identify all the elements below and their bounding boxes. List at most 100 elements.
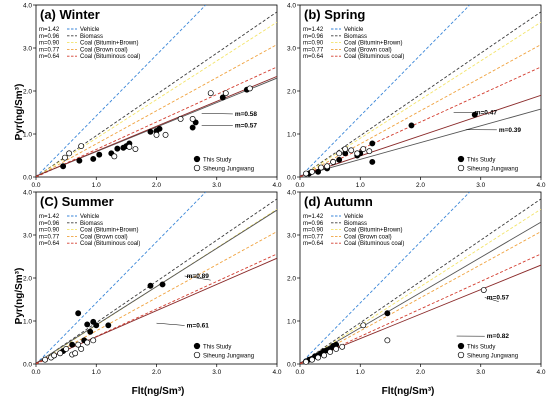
fit-line-this-study bbox=[300, 108, 541, 177]
point-siheung-jungwang bbox=[72, 350, 79, 357]
panel-title: (a) Winter bbox=[40, 7, 100, 22]
legend-slope-value: m=0.64 bbox=[303, 241, 324, 247]
annotation-arrow bbox=[201, 113, 233, 115]
x-tick-label: 3.0 bbox=[476, 369, 485, 376]
slope-annotation: m=0.57 bbox=[487, 295, 510, 302]
legend-slope-value: m=0.90 bbox=[303, 228, 324, 234]
slope-annotation: m=0.57 bbox=[235, 123, 258, 130]
reference-line-biomass bbox=[36, 11, 277, 177]
x-tick-label: 2.0 bbox=[152, 182, 161, 189]
slope-annotation: m=0.82 bbox=[487, 333, 510, 340]
legend-source-label: Coal (Bituminous coal) bbox=[80, 54, 140, 60]
reference-line-biomass bbox=[300, 198, 541, 364]
legend-slope-value: m=0.96 bbox=[39, 34, 60, 40]
point-this-study bbox=[76, 157, 83, 164]
point-siheung-jungwang bbox=[51, 352, 58, 359]
reference-line-coal-bituminous-coal- bbox=[36, 66, 277, 177]
legend-source-label: Coal (Bitumin+Brown) bbox=[80, 41, 139, 47]
y-tick-label: 3.0 bbox=[23, 45, 32, 52]
legend-slope-value: m=1.42 bbox=[303, 214, 324, 220]
legend-slope-value: m=0.77 bbox=[303, 47, 324, 53]
y-tick-label: 3.0 bbox=[287, 232, 296, 239]
chart-panel-2: 0.0 1.0 2.0 3.0 4.0 0.0 1.0 2.0 3.0 4.0 m=0.89 m=0.… bbox=[23, 189, 282, 376]
reference-line-vehicle bbox=[36, 192, 207, 364]
point-this-study bbox=[93, 322, 100, 329]
legend-source-label: Biomass bbox=[80, 221, 103, 227]
line-group bbox=[300, 192, 541, 364]
legend-source-label: Coal (Brown coal) bbox=[344, 234, 392, 240]
point-siheung-jungwang bbox=[327, 349, 334, 355]
y-tick-label: 4.0 bbox=[287, 189, 296, 196]
legend-slope-value: m=0.96 bbox=[303, 34, 324, 40]
point-this-study bbox=[105, 322, 112, 329]
legend-source-label: Vehicle bbox=[344, 27, 364, 33]
plot-frame bbox=[35, 191, 278, 365]
point-siheung-jungwang bbox=[333, 346, 340, 352]
legend-marker bbox=[193, 351, 201, 359]
legend-series-label: This Study bbox=[467, 158, 495, 164]
y-tick-label: 1.0 bbox=[287, 131, 296, 138]
slope-annotation: m=0.89 bbox=[187, 273, 210, 280]
point-this-study bbox=[90, 155, 97, 162]
point-this-study bbox=[219, 94, 226, 101]
reference-line-coal-bituminous-coal- bbox=[300, 253, 541, 364]
legend-slope-value: m=0.96 bbox=[303, 221, 324, 227]
legend-slope-value: m=0.64 bbox=[303, 54, 324, 60]
legend-slope-value: m=1.42 bbox=[303, 27, 324, 33]
chart-panel-0: 0.0 1.0 2.0 3.0 4.0 0.0 1.0 2.0 3.0 4.0 m=0.57 m=0.… bbox=[23, 2, 282, 189]
plot-frame bbox=[35, 4, 278, 178]
point-siheung-jungwang bbox=[153, 131, 160, 138]
slope-annotation: m=0.58 bbox=[235, 111, 258, 118]
point-siheung-jungwang bbox=[66, 150, 73, 157]
legend-marker bbox=[193, 155, 201, 163]
point-siheung-jungwang bbox=[162, 131, 169, 138]
point-this-study bbox=[87, 328, 94, 335]
fit-line-siheung-jungwang bbox=[36, 75, 277, 177]
point-siheung-jungwang bbox=[354, 150, 361, 157]
legend-source-label: Biomass bbox=[80, 34, 103, 40]
legend-series-label: This Study bbox=[467, 345, 495, 351]
x-tick-label: 3.0 bbox=[212, 369, 221, 376]
point-siheung-jungwang bbox=[480, 287, 487, 293]
point-siheung-jungwang bbox=[61, 154, 68, 161]
legend-slope-value: m=0.90 bbox=[39, 41, 60, 47]
point-this-study bbox=[60, 163, 67, 170]
legend-series-label: Siheung Jungwang bbox=[203, 354, 254, 360]
chart-panel-1: 0.0 1.0 2.0 3.0 4.0 0.0 1.0 2.0 3.0 4.0 m=0.39 m=0.… bbox=[287, 2, 546, 189]
panel-title: (d) Autumn bbox=[304, 194, 373, 209]
x-tick-label: 3.0 bbox=[476, 182, 485, 189]
legend-series-label: Siheung Jungwang bbox=[203, 167, 254, 173]
legend-source-label: Vehicle bbox=[344, 214, 364, 220]
point-siheung-jungwang bbox=[318, 164, 325, 171]
point-siheung-jungwang bbox=[366, 148, 373, 155]
point-siheung-jungwang bbox=[303, 358, 309, 365]
legend-marker bbox=[457, 155, 465, 163]
annotation-arrow bbox=[156, 322, 185, 326]
legend-source-label: Coal (Bitumin+Brown) bbox=[344, 228, 403, 234]
x-tick-label: 0.0 bbox=[31, 182, 40, 189]
reference-line-vehicle bbox=[300, 5, 471, 177]
point-siheung-jungwang bbox=[42, 356, 48, 363]
y-tick-label: 0.0 bbox=[23, 361, 32, 368]
point-this-study bbox=[336, 156, 343, 163]
point-siheung-jungwang bbox=[207, 90, 214, 97]
line-group bbox=[36, 5, 277, 177]
point-siheung-jungwang bbox=[222, 90, 229, 97]
x-axis-title-right: Flt(ng/Sm³) bbox=[382, 386, 435, 397]
x-tick-label: 4.0 bbox=[536, 182, 545, 189]
legend-slope-value: m=0.90 bbox=[303, 41, 324, 47]
fit-line-this-study bbox=[300, 221, 541, 364]
legend-marker bbox=[457, 351, 465, 359]
point-siheung-jungwang bbox=[339, 343, 346, 350]
y-tick-label: 2.0 bbox=[287, 88, 296, 95]
point-this-study bbox=[159, 281, 166, 288]
legend-source-label: Coal (Brown coal) bbox=[80, 234, 128, 240]
x-tick-label: 1.0 bbox=[92, 182, 101, 189]
y-tick-label: 3.0 bbox=[287, 45, 296, 52]
y-tick-label: 4.0 bbox=[287, 2, 296, 9]
point-siheung-jungwang bbox=[177, 115, 184, 122]
point-siheung-jungwang bbox=[360, 322, 367, 329]
reference-line-vehicle bbox=[300, 192, 471, 364]
x-tick-label: 3.0 bbox=[212, 182, 221, 189]
